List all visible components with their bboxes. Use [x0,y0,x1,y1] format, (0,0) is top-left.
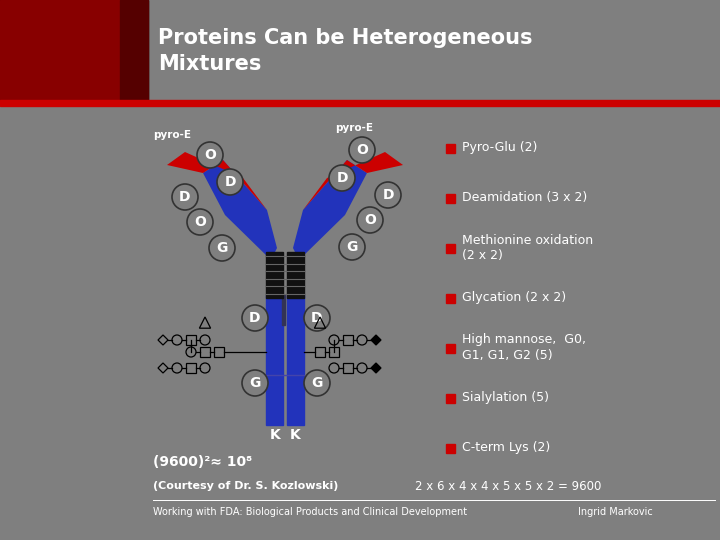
Text: pyro-E: pyro-E [335,123,373,133]
Circle shape [357,207,383,233]
Text: C-term Lys (2): C-term Lys (2) [462,442,550,455]
Polygon shape [371,335,381,345]
Text: (9600)²≈ 10⁸: (9600)²≈ 10⁸ [153,455,252,469]
Text: O: O [356,143,368,157]
Text: Ingrid Markovic: Ingrid Markovic [578,507,653,517]
Polygon shape [293,160,367,260]
Circle shape [375,182,401,208]
Bar [200,347,210,357]
Bar [0,0,148,100]
Circle shape [304,370,330,396]
Bar [0,100,720,106]
Bar [0,0,120,100]
Circle shape [242,370,268,396]
Bar [266,252,283,298]
Bar [343,335,353,345]
Polygon shape [371,363,381,373]
Polygon shape [203,160,277,260]
Text: G: G [346,240,358,254]
Bar [282,295,285,325]
Circle shape [329,165,355,191]
Circle shape [304,305,330,331]
Text: Pyro-Glu (2): Pyro-Glu (2) [462,141,537,154]
Bar [446,444,455,453]
Bar [446,194,455,203]
Circle shape [242,305,268,331]
Circle shape [172,184,198,210]
Polygon shape [167,152,267,210]
Circle shape [197,142,223,168]
Text: D: D [249,311,261,325]
Bar [343,363,353,373]
Text: High mannose,  G0,
G1, G1, G2 (5): High mannose, G0, G1, G1, G2 (5) [462,334,586,362]
Bar [446,144,455,153]
Text: O: O [194,215,206,229]
Text: G: G [249,376,261,390]
Bar [287,252,304,298]
Text: D: D [336,171,348,185]
Text: Sialylation (5): Sialylation (5) [462,392,549,404]
Bar [446,394,455,403]
Circle shape [217,169,243,195]
Text: Working with FDA: Biological Products and Clinical Development: Working with FDA: Biological Products an… [153,507,467,517]
Bar [446,294,455,303]
Polygon shape [303,152,403,210]
Bar [315,347,325,357]
Text: Proteins Can be Heterogeneous
Mixtures: Proteins Can be Heterogeneous Mixtures [158,28,533,75]
Text: D: D [179,190,191,204]
Text: D: D [311,311,323,325]
Text: O: O [204,148,216,162]
Bar [186,363,196,373]
Bar [446,244,455,253]
Bar [186,335,196,345]
Circle shape [339,234,365,260]
Bar [266,295,283,425]
Bar [120,0,148,100]
Text: G: G [216,241,228,255]
Text: K: K [269,428,280,442]
Text: Deamidation (3 x 2): Deamidation (3 x 2) [462,192,588,205]
Text: D: D [382,188,394,202]
Bar [214,347,224,357]
Text: G: G [311,376,323,390]
Bar [446,344,455,353]
Text: pyro-E: pyro-E [153,130,191,140]
Text: D: D [224,175,235,189]
Bar [329,347,339,357]
Text: 2 x 6 x 4 x 4 x 5 x 5 x 2 = 9600: 2 x 6 x 4 x 4 x 5 x 5 x 2 = 9600 [415,480,601,492]
Text: (Courtesy of Dr. S. Kozlowski): (Courtesy of Dr. S. Kozlowski) [153,481,338,491]
Circle shape [187,209,213,235]
Circle shape [209,235,235,261]
Text: O: O [364,213,376,227]
Circle shape [349,137,375,163]
Bar [287,295,304,425]
Text: Methionine oxidation
(2 x 2): Methionine oxidation (2 x 2) [462,233,593,262]
Text: Glycation (2 x 2): Glycation (2 x 2) [462,292,566,305]
Text: K: K [289,428,300,442]
